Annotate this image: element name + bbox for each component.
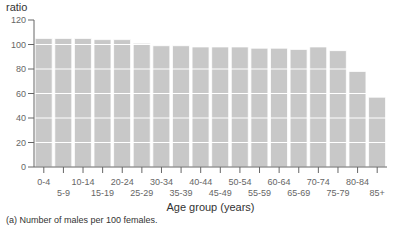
svg-text:0: 0 xyxy=(21,162,26,172)
svg-text:100: 100 xyxy=(11,40,26,50)
svg-text:75-79: 75-79 xyxy=(326,188,349,198)
svg-text:60-64: 60-64 xyxy=(268,177,291,187)
svg-text:45-49: 45-49 xyxy=(209,188,232,198)
svg-text:30-34: 30-34 xyxy=(150,177,173,187)
svg-text:20: 20 xyxy=(16,138,26,148)
svg-text:Age group (years): Age group (years) xyxy=(166,201,254,213)
svg-text:40: 40 xyxy=(16,113,26,123)
svg-text:20-24: 20-24 xyxy=(111,177,134,187)
svg-text:50-54: 50-54 xyxy=(228,177,251,187)
svg-text:55-59: 55-59 xyxy=(248,188,271,198)
svg-text:25-29: 25-29 xyxy=(130,188,153,198)
html-text:(a) Number of males per 100 fe: (a) Number of males per 100 females. xyxy=(6,215,158,225)
svg-text:5-9: 5-9 xyxy=(57,188,70,198)
svg-text:0-4: 0-4 xyxy=(37,177,50,187)
svg-text:35-39: 35-39 xyxy=(170,188,193,198)
svg-text:80-84: 80-84 xyxy=(346,177,369,187)
svg-text:65-69: 65-69 xyxy=(287,188,310,198)
svg-text:15-19: 15-19 xyxy=(91,188,114,198)
svg-text:40-44: 40-44 xyxy=(189,177,212,187)
svg-text:60: 60 xyxy=(16,89,26,99)
svg-text:10-14: 10-14 xyxy=(72,177,95,187)
svg-text:120: 120 xyxy=(11,15,26,25)
svg-text:80: 80 xyxy=(16,64,26,74)
svg-text:70-74: 70-74 xyxy=(307,177,330,187)
html-text:ratio: ratio xyxy=(6,1,28,13)
svg-text:85+: 85+ xyxy=(370,188,385,198)
